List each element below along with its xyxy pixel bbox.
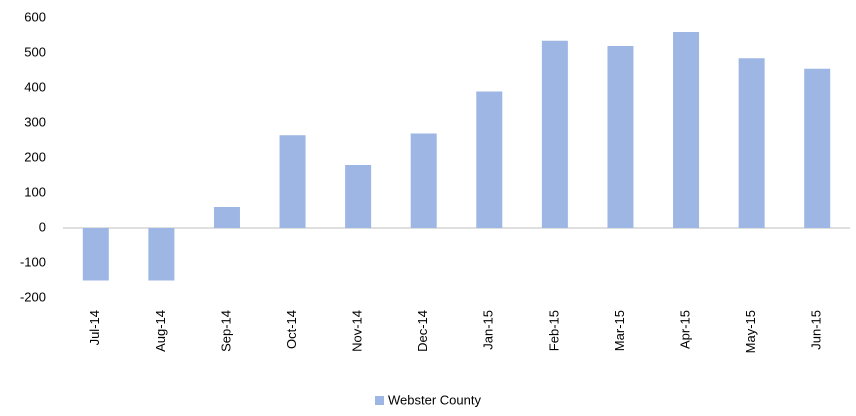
x-tick-label: Apr-15 [677, 310, 692, 349]
x-tick-label: Sep-14 [218, 310, 233, 352]
x-tick-label: Mar-15 [612, 310, 627, 351]
y-tick-label: -100 [20, 254, 46, 269]
bar [279, 135, 306, 228]
x-tick-label: Jan-15 [481, 310, 496, 350]
y-tick-label: 500 [24, 44, 46, 59]
bar [213, 207, 240, 228]
y-tick-label: 100 [24, 184, 46, 199]
y-tick-label: -200 [20, 289, 46, 304]
bar [82, 228, 109, 281]
x-tick-label: Jul-14 [87, 310, 102, 345]
y-tick-label: 300 [24, 114, 46, 129]
x-tick-label: Oct-14 [284, 310, 299, 349]
y-tick-label: 600 [24, 9, 46, 24]
bar [541, 40, 568, 228]
x-tick-label: Nov-14 [350, 310, 365, 352]
bar [410, 133, 437, 228]
x-tick-label: Aug-14 [153, 310, 168, 352]
bar [738, 58, 765, 228]
bar [148, 228, 175, 281]
bar [673, 32, 700, 228]
y-tick-label: 400 [24, 79, 46, 94]
bar [804, 68, 831, 228]
y-tick-label: 200 [24, 149, 46, 164]
bar [607, 46, 634, 228]
legend-swatch [375, 396, 384, 405]
x-tick-label: May-15 [743, 310, 758, 353]
x-tick-label: Jun-15 [809, 310, 824, 350]
x-tick-label: Dec-14 [415, 310, 430, 352]
y-tick-label: 0 [39, 219, 46, 234]
bar [345, 165, 372, 228]
bar [476, 91, 503, 228]
x-tick-label: Feb-15 [546, 310, 561, 351]
legend-label: Webster County [388, 392, 481, 407]
